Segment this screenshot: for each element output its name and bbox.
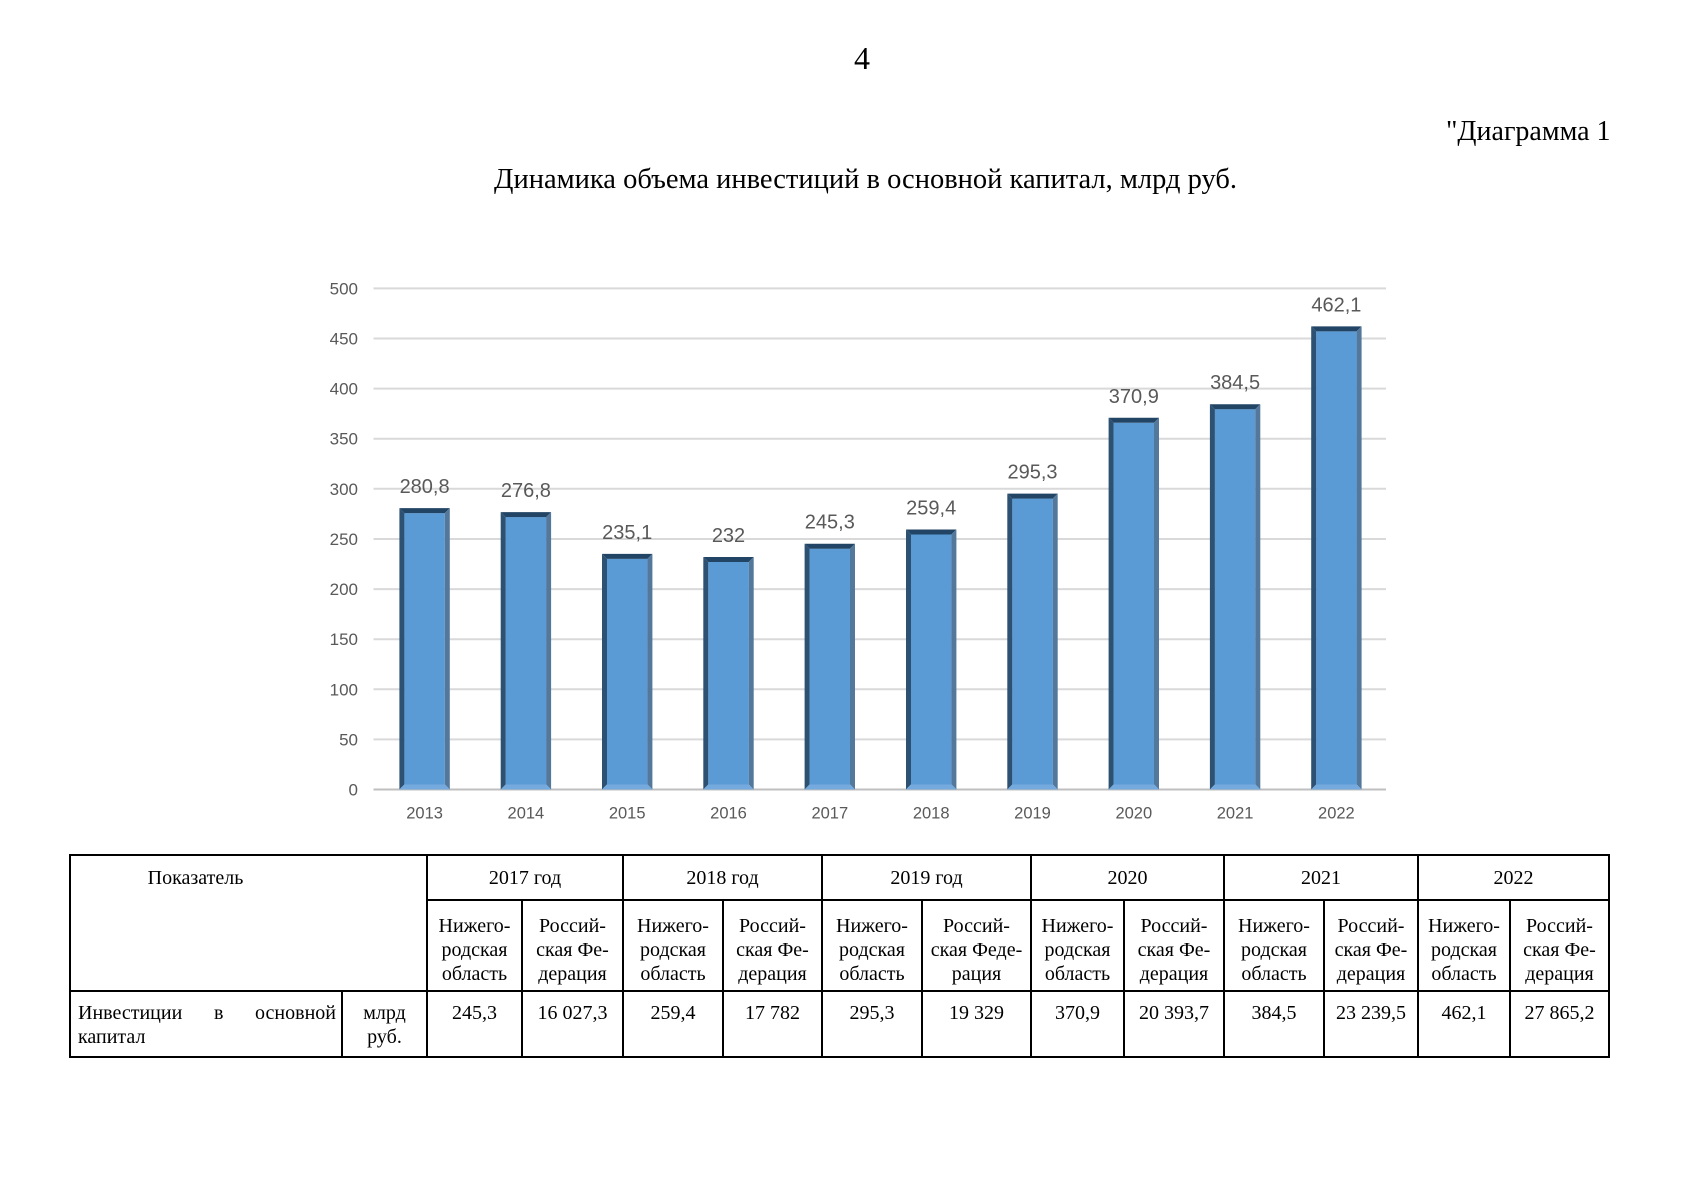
- svg-text:370,9: 370,9: [1109, 386, 1159, 408]
- svg-text:245,3: 245,3: [805, 512, 855, 534]
- svg-text:2017: 2017: [811, 804, 848, 822]
- svg-text:2018: 2018: [913, 804, 950, 822]
- svg-text:400: 400: [330, 380, 358, 399]
- svg-text:0: 0: [349, 781, 358, 800]
- svg-text:500: 500: [330, 279, 358, 298]
- svg-text:2014: 2014: [508, 804, 545, 822]
- svg-text:2013: 2013: [406, 804, 443, 822]
- svg-text:50: 50: [339, 730, 358, 749]
- svg-text:295,3: 295,3: [1007, 462, 1057, 484]
- svg-text:350: 350: [330, 430, 358, 449]
- svg-text:2021: 2021: [1217, 804, 1254, 822]
- svg-text:450: 450: [330, 330, 358, 349]
- svg-text:235,1: 235,1: [602, 522, 652, 544]
- svg-text:250: 250: [330, 530, 358, 549]
- svg-text:100: 100: [330, 680, 358, 699]
- svg-text:300: 300: [330, 480, 358, 499]
- svg-text:232: 232: [712, 525, 745, 547]
- svg-text:462,1: 462,1: [1311, 294, 1361, 316]
- svg-text:384,5: 384,5: [1210, 372, 1260, 394]
- svg-text:2022: 2022: [1318, 804, 1355, 822]
- svg-text:2020: 2020: [1115, 804, 1152, 822]
- svg-text:2019: 2019: [1014, 804, 1051, 822]
- svg-text:259,4: 259,4: [906, 498, 956, 520]
- svg-text:276,8: 276,8: [501, 480, 551, 502]
- svg-text:280,8: 280,8: [400, 476, 450, 498]
- svg-text:2016: 2016: [710, 804, 747, 822]
- svg-text:150: 150: [330, 630, 358, 649]
- svg-text:2015: 2015: [609, 804, 646, 822]
- svg-text:200: 200: [330, 580, 358, 599]
